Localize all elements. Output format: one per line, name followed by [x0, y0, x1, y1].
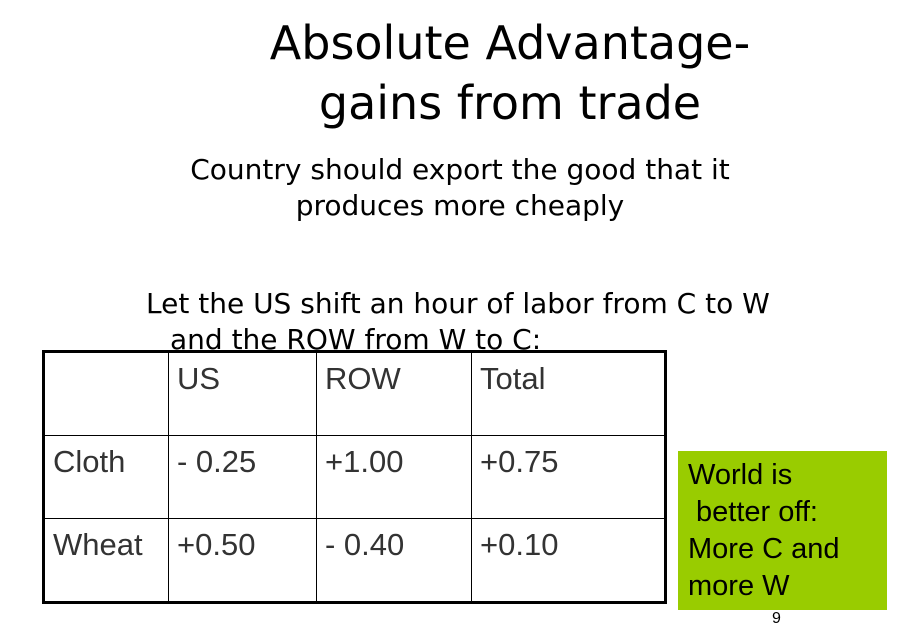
callout-line: World is	[688, 459, 793, 491]
subtitle-line-2: produces more cheaply	[295, 189, 625, 222]
table-row-label: Cloth	[43, 435, 169, 519]
table-header-cell: Total	[471, 351, 666, 436]
table-cell: +0.10	[471, 518, 666, 603]
table-header-cell: ROW	[316, 351, 472, 436]
callout-line: more W	[688, 570, 790, 602]
callout-line: better off:	[696, 496, 818, 528]
table-cell: - 0.25	[168, 435, 317, 519]
table-cell: - 0.40	[316, 518, 472, 603]
subtitle-line-1: Country should export the good that it	[190, 153, 730, 186]
slide-title-line-1: Absolute Advantage-	[269, 16, 751, 70]
page-number: 9	[772, 610, 781, 627]
table-cell: +0.50	[168, 518, 317, 603]
table-cell: +1.00	[316, 435, 472, 519]
table-cell: +0.75	[471, 435, 666, 519]
table-row: Cloth - 0.25 +1.00 +0.75	[43, 435, 666, 519]
table-header-cell: US	[168, 351, 317, 436]
callout-line: More C and	[688, 533, 840, 565]
table-header-cell	[43, 351, 169, 436]
gains-table: US ROW Total Cloth - 0.25 +1.00 +0.75 Wh…	[42, 350, 667, 604]
table-row: Wheat +0.50 - 0.40 +0.10	[43, 518, 666, 603]
table-row-label: Wheat	[43, 518, 169, 603]
table-header-row: US ROW Total	[43, 351, 666, 436]
slide-title-line-2: gains from trade	[318, 76, 702, 130]
intro-line-1: Let the US shift an hour of labor from C…	[146, 287, 770, 320]
conclusion-callout: World is better off: More C and more W	[678, 451, 887, 610]
